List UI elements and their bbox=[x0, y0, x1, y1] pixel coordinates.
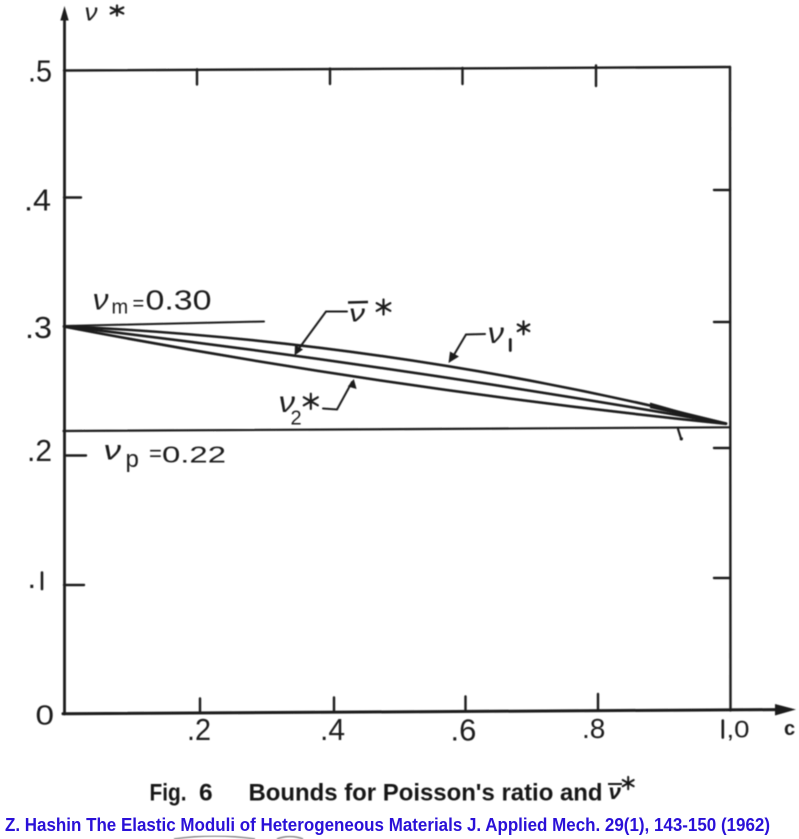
svg-text:Fig.: Fig. bbox=[150, 780, 187, 807]
svg-text:,0: ,0 bbox=[727, 717, 750, 744]
svg-text:ν: ν bbox=[488, 317, 505, 350]
svg-text:6: 6 bbox=[199, 780, 213, 807]
svg-text:.5: .5 bbox=[28, 54, 52, 89]
svg-text:m: m bbox=[112, 297, 129, 319]
svg-text:ν: ν bbox=[349, 301, 365, 328]
svg-text:.2: .2 bbox=[187, 712, 211, 747]
svg-text:p: p bbox=[126, 446, 139, 473]
svg-text:Z. Hashin The Elastic Moduli o: Z. Hashin The Elastic Moduli of Heteroge… bbox=[5, 815, 770, 835]
svg-text:ν: ν bbox=[93, 284, 109, 317]
svg-text:c: c bbox=[784, 718, 795, 740]
svg-text:0.22: 0.22 bbox=[162, 442, 226, 468]
svg-text:2: 2 bbox=[291, 408, 302, 430]
svg-text:ν: ν bbox=[279, 386, 296, 419]
svg-text:.4: .4 bbox=[24, 183, 51, 218]
svg-text:ν: ν bbox=[609, 781, 622, 804]
svg-text:ν: ν bbox=[85, 0, 98, 27]
svg-text:.3: .3 bbox=[25, 310, 52, 345]
svg-text:.4: .4 bbox=[320, 712, 345, 747]
svg-text:=: = bbox=[149, 441, 162, 466]
svg-text:0: 0 bbox=[36, 700, 55, 731]
svg-text:.: . bbox=[28, 560, 37, 595]
svg-text:0.30: 0.30 bbox=[146, 285, 212, 316]
svg-text:.2: .2 bbox=[27, 433, 52, 468]
svg-text:.8: .8 bbox=[582, 713, 605, 744]
svg-text:Bounds for Poisson's ratio and: Bounds for Poisson's ratio and bbox=[249, 780, 603, 807]
svg-text:ν: ν bbox=[104, 436, 122, 466]
svg-text:=: = bbox=[133, 293, 145, 315]
svg-text:.6: .6 bbox=[451, 713, 477, 748]
